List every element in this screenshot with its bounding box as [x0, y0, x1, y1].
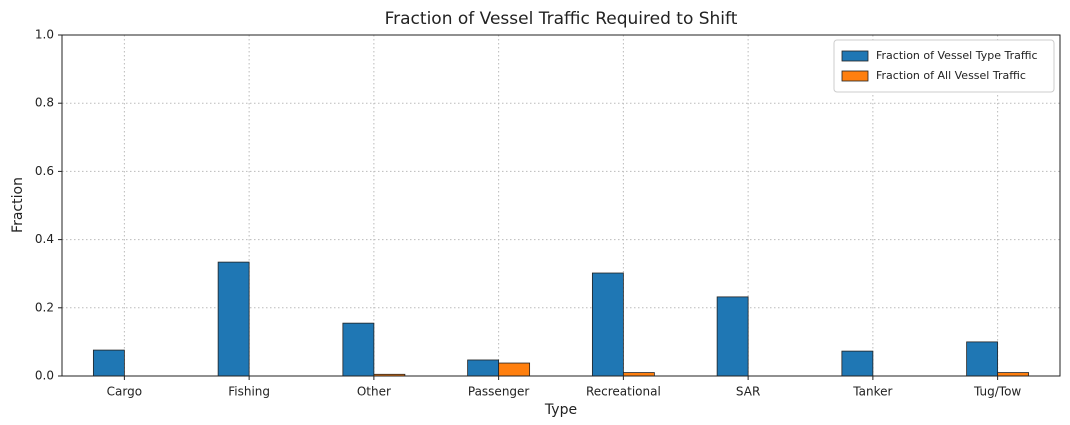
legend-swatch — [841, 50, 869, 62]
bar — [591, 272, 624, 377]
legend-swatch — [841, 70, 869, 82]
x-tick-label: Other — [357, 385, 391, 399]
x-tick-label: Tanker — [852, 385, 892, 399]
y-tick-label: 1.0 — [35, 28, 54, 42]
bar — [997, 372, 1030, 377]
bar — [92, 349, 125, 377]
bar — [716, 296, 749, 377]
y-tick-label: 0.2 — [35, 300, 54, 314]
bar — [342, 322, 375, 377]
x-tick-label: SAR — [736, 385, 760, 399]
legend-label: Fraction of Vessel Type Traffic — [876, 49, 1038, 62]
bar — [217, 261, 250, 377]
y-tick-label: 0.8 — [35, 96, 54, 110]
bar — [622, 372, 655, 377]
bar — [498, 362, 531, 377]
y-tick-label: 0.0 — [35, 369, 54, 383]
legend-box — [833, 39, 1055, 93]
chart-title: Fraction of Vessel Traffic Required to S… — [385, 9, 738, 29]
bar — [467, 359, 500, 377]
x-tick-label: Fishing — [228, 385, 270, 399]
x-axis-label: Type — [544, 402, 577, 418]
x-tick-label: Tug/Tow — [973, 385, 1021, 399]
y-axis-label: Fraction — [10, 177, 26, 233]
y-tick-label: 0.6 — [35, 164, 54, 178]
bar — [841, 350, 874, 377]
x-tick-label: Cargo — [107, 385, 142, 399]
x-tick-label: Recreational — [586, 385, 661, 399]
bar — [966, 341, 999, 377]
plot-frame — [61, 34, 1061, 377]
x-tick-label: Passenger — [468, 385, 530, 399]
y-tick-label: 0.4 — [35, 232, 54, 246]
legend-label: Fraction of All Vessel Traffic — [876, 69, 1026, 82]
